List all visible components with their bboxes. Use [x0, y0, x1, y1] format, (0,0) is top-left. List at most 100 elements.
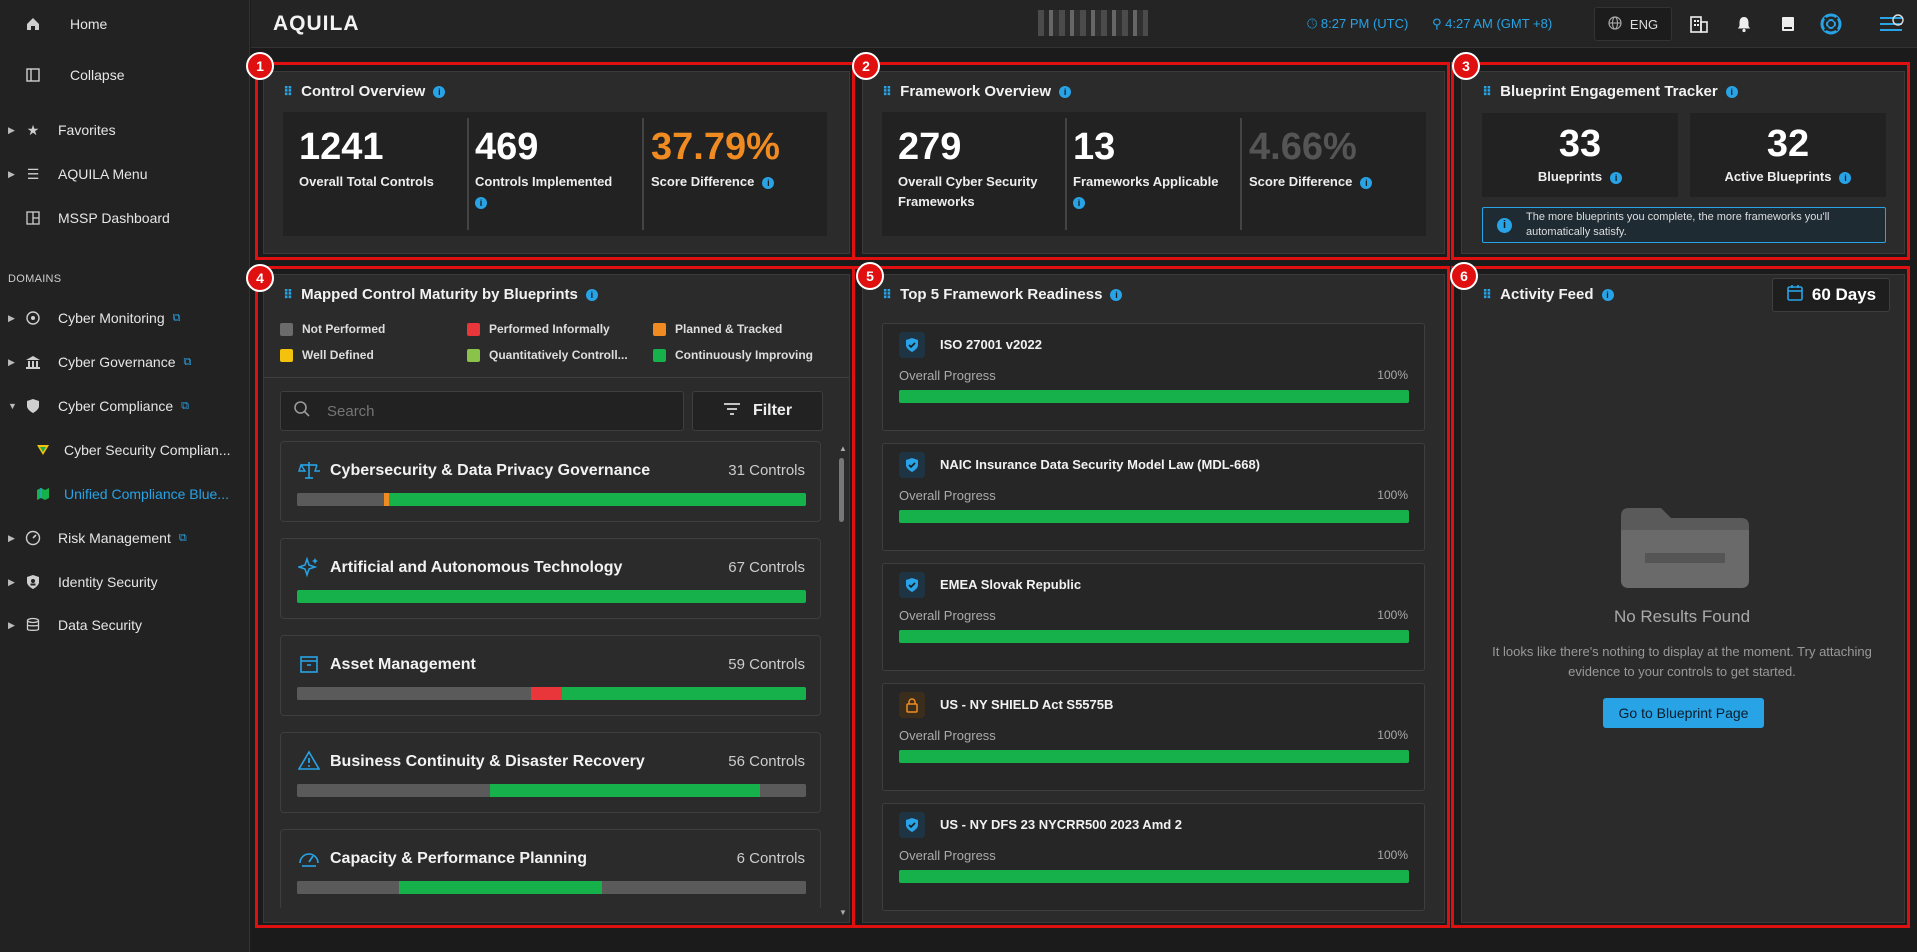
- info-icon[interactable]: i: [1110, 288, 1123, 301]
- filter-button[interactable]: Filter: [692, 391, 823, 431]
- info-icon[interactable]: i: [1839, 172, 1852, 184]
- sidebar-item-cyber-governance[interactable]: ▶ Cyber Governance ⧉: [0, 343, 250, 381]
- info-icon[interactable]: i: [1610, 172, 1623, 184]
- gauge-icon: [22, 527, 44, 549]
- shield-icon: [22, 395, 44, 417]
- framework-card[interactable]: US - NY DFS 23 NYCRR500 2023 Amd 2 Overal…: [882, 803, 1425, 911]
- drag-handle-icon[interactable]: ⠿: [882, 83, 892, 99]
- progress-bar: [899, 510, 1409, 523]
- support-icon[interactable]: [1819, 12, 1843, 36]
- sidebar-item-identity-security[interactable]: ▶ Identity Security: [0, 563, 250, 601]
- settings-menu-icon[interactable]: [1877, 12, 1907, 36]
- sidebar-item-cyber-monitoring[interactable]: ▶ Cyber Monitoring ⧉: [0, 299, 250, 337]
- progress-fill: [899, 510, 1409, 523]
- date-range-button[interactable]: 60 Days: [1772, 278, 1890, 312]
- activity-title-text: Activity Feed: [1500, 286, 1594, 303]
- external-link-icon[interactable]: ⧉: [181, 399, 190, 412]
- stat-value: 469: [475, 126, 539, 168]
- readiness-title: ⠿ Top 5 Framework Readiness i: [882, 286, 1123, 303]
- stat-value: 4.66%: [1249, 126, 1357, 168]
- sidebar-item-risk-management[interactable]: ▶ Risk Management ⧉: [0, 519, 250, 557]
- info-icon[interactable]: i: [1360, 177, 1373, 189]
- book-icon[interactable]: [1776, 12, 1800, 36]
- info-icon[interactable]: i: [1601, 288, 1614, 301]
- maturity-title: ⠿ Mapped Control Maturity by Blueprints …: [283, 286, 598, 303]
- language-value: ENG: [1629, 16, 1659, 32]
- sidebar-collapse-label: Collapse: [70, 67, 125, 83]
- sidebar-mssp-dashboard[interactable]: MSSP Dashboard: [0, 199, 250, 237]
- progress-label: Overall Progress: [899, 488, 996, 503]
- drag-handle-icon[interactable]: ⠿: [1482, 286, 1492, 302]
- bell-icon[interactable]: [1732, 12, 1756, 36]
- go-to-blueprint-button[interactable]: Go to Blueprint Page: [1603, 698, 1764, 728]
- language-selector[interactable]: ENG: [1594, 7, 1672, 41]
- scroll-down-icon[interactable]: ▼: [839, 908, 847, 917]
- active-blueprints-stat: 32 Active Blueprints i: [1690, 113, 1886, 197]
- time-utc-value: 8:27 PM (UTC): [1320, 16, 1409, 31]
- search-input[interactable]: [327, 402, 647, 420]
- info-icon[interactable]: i: [475, 197, 487, 209]
- category-count: 6 Controls: [736, 850, 805, 867]
- sidebar-item-label: Unified Compliance Blue...: [64, 486, 229, 502]
- scroll-up-icon[interactable]: ▲: [839, 444, 847, 453]
- drag-handle-icon[interactable]: ⠿: [882, 286, 892, 302]
- sidebar-collapse[interactable]: Collapse: [0, 56, 250, 94]
- sidebar-item-cyber-security-compliance[interactable]: Cyber Security Complian...: [0, 431, 250, 469]
- info-icon[interactable]: i: [1073, 197, 1085, 209]
- stat-label: Overall Cyber Security Frameworks: [898, 174, 1038, 209]
- category-card[interactable]: Asset Management 59 Controls: [280, 635, 821, 716]
- progress-percent: 100%: [1377, 848, 1408, 862]
- caret-right-icon: ▶: [8, 124, 15, 135]
- framework-card[interactable]: ISO 27001 v2022 Overall Progress 100%: [882, 323, 1425, 431]
- info-icon[interactable]: i: [433, 85, 446, 98]
- external-link-icon[interactable]: ⧉: [172, 311, 181, 324]
- scrollbar[interactable]: ▲ ▼: [838, 444, 847, 917]
- annotation-badge: 2: [852, 52, 880, 80]
- info-icon[interactable]: i: [762, 177, 775, 189]
- category-name: Cybersecurity & Data Privacy Governance: [330, 462, 651, 479]
- app-logo[interactable]: AQUILA: [273, 12, 360, 35]
- progress-label: Overall Progress: [899, 608, 996, 623]
- empty-state-title: No Results Found: [1613, 607, 1751, 626]
- legend-swatch: [653, 348, 666, 362]
- external-link-icon[interactable]: ⧉: [183, 355, 192, 368]
- category-card[interactable]: Capacity & Performance Planning 6 Contro…: [280, 829, 821, 910]
- scrollbar-thumb[interactable]: [839, 458, 844, 522]
- sidebar-item-label: Cyber Governance: [58, 354, 176, 370]
- external-link-icon[interactable]: ⧉: [178, 531, 187, 544]
- stat-value: 37.79%: [651, 126, 780, 168]
- framework-card[interactable]: NAIC Insurance Data Security Model Law (…: [882, 443, 1425, 551]
- map-icon: [32, 483, 54, 505]
- sidebar-aquila-menu[interactable]: ▶ ☰ AQUILA Menu: [0, 155, 250, 193]
- sidebar-item-cyber-compliance[interactable]: ▼ Cyber Compliance ⧉: [0, 387, 250, 425]
- maturity-title-text: Mapped Control Maturity by Blueprints: [301, 286, 578, 303]
- sidebar-item-label: Cyber Security Complian...: [64, 442, 231, 458]
- sidebar-favorites[interactable]: ▶ ★ Favorites: [0, 111, 250, 149]
- stat-value: 33: [1558, 123, 1602, 165]
- sidebar-item-data-security[interactable]: ▶ Data Security: [0, 606, 250, 644]
- info-icon[interactable]: i: [585, 288, 598, 301]
- drag-handle-icon[interactable]: ⠿: [283, 83, 293, 99]
- activity-title: ⠿ Activity Feed i: [1482, 286, 1614, 303]
- stat-label-text: Active Blueprints: [1724, 169, 1832, 184]
- drag-handle-icon[interactable]: ⠿: [1482, 83, 1492, 99]
- sidebar-item-unified-compliance[interactable]: Unified Compliance Blue...: [0, 475, 250, 513]
- stat-label: Score Difference i: [1249, 172, 1373, 192]
- framework-card[interactable]: EMEA Slovak Republic Overall Progress 100%: [882, 563, 1425, 671]
- blueprints-stat: 33 Blueprints i: [1482, 113, 1678, 197]
- monitoring-icon: [22, 307, 44, 329]
- drag-handle-icon[interactable]: ⠿: [283, 286, 293, 302]
- info-icon[interactable]: i: [1725, 85, 1738, 98]
- category-card[interactable]: Cybersecurity & Data Privacy Governance …: [280, 441, 821, 522]
- sidebar-home[interactable]: Home: [0, 5, 250, 43]
- framework-card[interactable]: US - NY SHIELD Act S5575B Overall Progres…: [882, 683, 1425, 791]
- progress-label: Overall Progress: [899, 368, 996, 383]
- category-count: 56 Controls: [728, 753, 805, 770]
- sidebar-item-label: Cyber Compliance: [58, 398, 174, 414]
- caret-right-icon: ▶: [8, 312, 15, 323]
- legend-swatch: [467, 348, 480, 362]
- category-card[interactable]: Business Continuity & Disaster Recovery …: [280, 732, 821, 813]
- building-icon[interactable]: [1687, 12, 1711, 36]
- info-icon[interactable]: i: [1059, 85, 1072, 98]
- category-card[interactable]: Artificial and Autonomous Technology 67 …: [280, 538, 821, 619]
